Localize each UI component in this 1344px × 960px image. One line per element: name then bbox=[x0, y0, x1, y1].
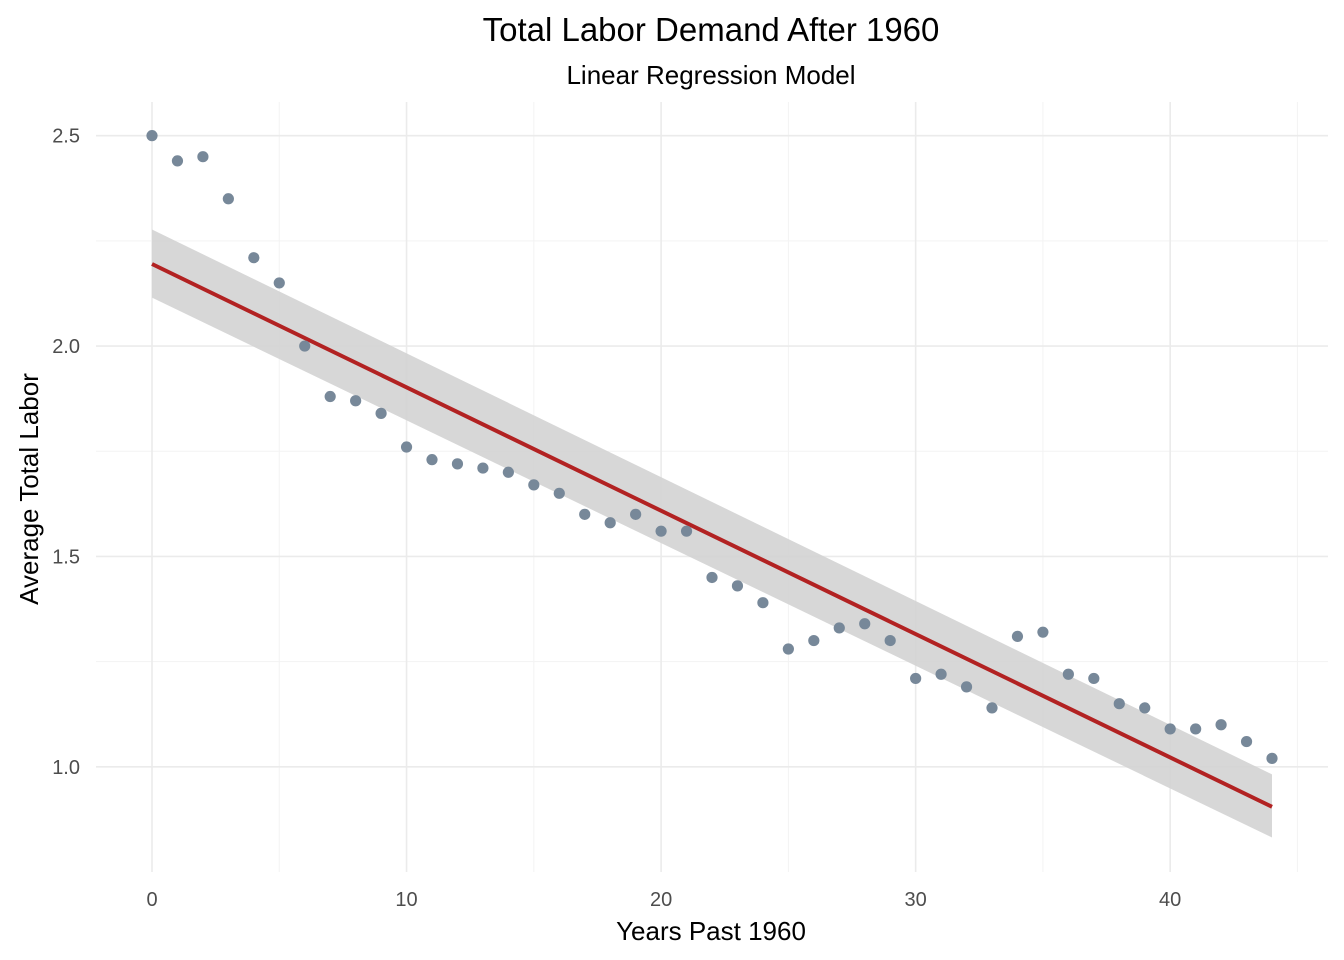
data-point bbox=[1240, 735, 1253, 748]
data-point bbox=[502, 466, 514, 478]
data-point bbox=[630, 508, 642, 520]
data-point bbox=[1164, 723, 1176, 735]
chart-title: Total Labor Demand After 1960 bbox=[483, 11, 940, 48]
data-point bbox=[350, 395, 362, 407]
regression-line bbox=[151, 262, 1273, 809]
y-tick-label: 1.0 bbox=[52, 757, 80, 779]
data-point bbox=[884, 634, 896, 647]
data-point bbox=[782, 643, 794, 655]
x-axis-ticks: 0 10 20 30 40 bbox=[146, 889, 1181, 911]
data-point bbox=[833, 622, 845, 634]
data-point bbox=[986, 702, 998, 714]
y-tick-label: 1.5 bbox=[52, 546, 80, 568]
x-tick-label: 0 bbox=[146, 889, 157, 911]
data-point bbox=[451, 458, 464, 470]
x-tick-label: 20 bbox=[650, 889, 672, 911]
data-point bbox=[528, 479, 540, 491]
data-point bbox=[604, 517, 616, 529]
data-point bbox=[706, 571, 718, 584]
data-point bbox=[171, 155, 184, 167]
data-point bbox=[299, 340, 311, 352]
data-point bbox=[960, 681, 973, 693]
data-point bbox=[400, 441, 413, 453]
data-point bbox=[1139, 702, 1151, 714]
data-point bbox=[1037, 626, 1049, 638]
y-axis-title: Average Total Labor bbox=[14, 373, 44, 605]
data-point bbox=[680, 525, 693, 537]
x-tick-label: 10 bbox=[395, 889, 417, 911]
data-point bbox=[1088, 672, 1100, 685]
y-axis-ticks: 1.0 1.5 2.0 2.5 bbox=[52, 126, 80, 779]
regression-line-group bbox=[151, 262, 1273, 809]
data-point bbox=[859, 618, 871, 630]
data-point bbox=[248, 252, 260, 264]
x-tick-label: 40 bbox=[1159, 889, 1181, 911]
data-point bbox=[1011, 630, 1024, 642]
data-point bbox=[375, 407, 387, 419]
data-point bbox=[935, 668, 947, 680]
data-point bbox=[808, 634, 820, 647]
data-point bbox=[222, 193, 234, 205]
data-point bbox=[1190, 723, 1202, 735]
data-point bbox=[731, 580, 744, 592]
data-point bbox=[1113, 698, 1125, 710]
data-point bbox=[757, 597, 769, 609]
x-axis-title: Years Past 1960 bbox=[616, 916, 806, 946]
data-point bbox=[655, 525, 667, 537]
data-point bbox=[1062, 668, 1074, 680]
chart-subtitle: Linear Regression Model bbox=[566, 60, 855, 90]
data-point bbox=[273, 277, 285, 289]
data-point bbox=[324, 390, 336, 403]
y-tick-label: 2.5 bbox=[52, 126, 80, 148]
y-tick-label: 2.0 bbox=[52, 336, 80, 358]
data-points bbox=[146, 130, 1278, 764]
data-point bbox=[553, 487, 565, 499]
data-point bbox=[579, 508, 591, 520]
data-point bbox=[197, 151, 209, 163]
data-point bbox=[1266, 752, 1278, 764]
data-point bbox=[477, 462, 489, 474]
data-point bbox=[910, 672, 922, 685]
data-point bbox=[1215, 719, 1227, 731]
x-tick-label: 30 bbox=[905, 889, 927, 911]
data-point bbox=[426, 454, 438, 466]
data-point bbox=[146, 130, 158, 142]
